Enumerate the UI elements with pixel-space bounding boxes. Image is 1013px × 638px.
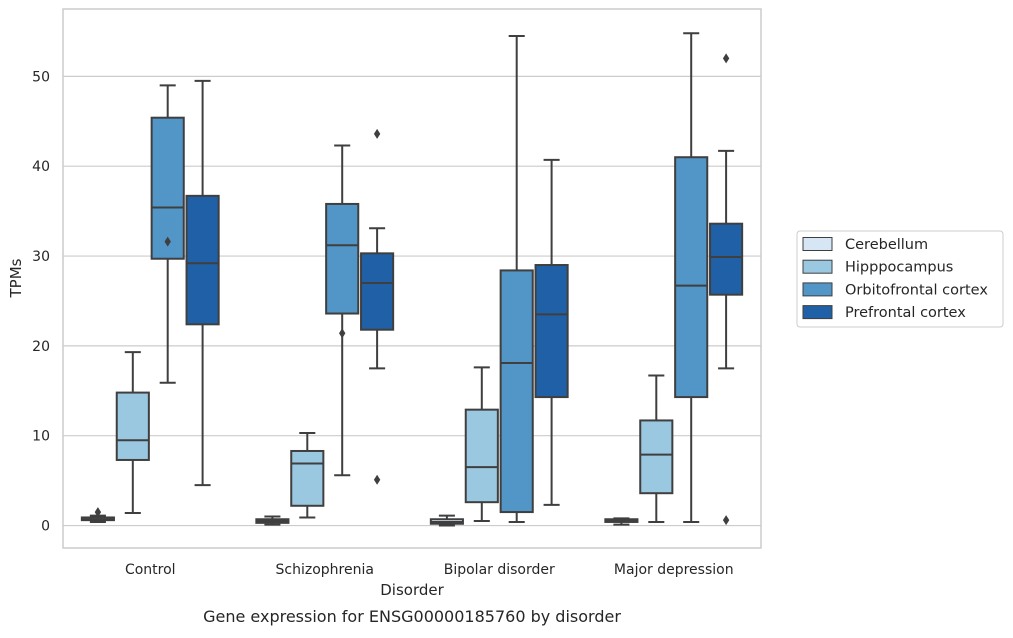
y-tick-label: 20 <box>32 339 50 355</box>
y-tick-label: 30 <box>32 249 50 265</box>
box <box>360 252 395 331</box>
y-axis-label: TPMs <box>7 258 25 298</box>
outlier-point <box>94 507 102 518</box>
x-tick-label: Schizophrenia <box>276 562 374 578</box>
box <box>674 156 709 399</box>
box-group <box>674 32 709 523</box>
box-group <box>709 53 744 526</box>
legend-label: Prefrontal cortex <box>845 305 966 321</box>
box-group <box>290 432 325 519</box>
box-group <box>604 517 639 526</box>
x-tick-label: Control <box>125 562 176 578</box>
legend-label: Hipppocampus <box>845 260 953 276</box>
y-tick-label: 10 <box>32 429 50 445</box>
legend-frame <box>796 230 1004 328</box>
y-tick-labels: 0 10 20 30 40 50 <box>32 69 50 534</box>
outlier-point <box>373 474 381 485</box>
box-plot-marks <box>80 32 744 527</box>
box-group <box>115 351 150 514</box>
box <box>534 264 569 399</box>
y-tick-label: 50 <box>32 69 50 85</box>
legend-swatch <box>802 282 833 297</box>
box-group <box>185 79 220 487</box>
box <box>185 194 220 326</box>
box-group <box>360 128 395 485</box>
legend: Cerebellum Hipppocampus Orbitofrontal cort… <box>796 230 1004 328</box>
box <box>290 449 325 507</box>
y-tick-label: 40 <box>32 159 50 175</box>
x-tick-label: Major depression <box>614 562 734 578</box>
outlier-point <box>722 53 730 64</box>
box-group <box>534 158 569 506</box>
legend-label: Orbitofrontal cortex <box>845 282 988 298</box>
box <box>325 202 360 315</box>
box <box>464 408 499 504</box>
outlier-point <box>373 128 381 139</box>
box-group <box>429 514 464 527</box>
plot-area-frame <box>62 8 762 549</box>
outlier-point <box>339 328 346 339</box>
box <box>639 419 674 495</box>
box-group <box>639 374 674 523</box>
legend-swatch <box>802 305 833 320</box>
box-group <box>150 84 185 384</box>
x-axis-label: Disorder <box>380 581 444 599</box>
outlier-point <box>164 236 171 247</box>
box <box>115 391 150 461</box>
box-group <box>255 515 290 526</box>
legend-swatch <box>802 259 833 274</box>
legend-label: Cerebellum <box>845 237 928 253</box>
box <box>150 116 185 260</box>
x-tick-labels: Control Schizophrenia Bipolar disorder Majo… <box>125 562 734 578</box>
box-group <box>499 34 534 523</box>
box-group <box>325 144 360 477</box>
box-group <box>80 507 115 523</box>
box-group <box>464 366 499 523</box>
outlier-point <box>722 515 730 526</box>
legend-swatch <box>802 237 833 251</box>
box <box>499 269 534 514</box>
y-tick-label: 0 <box>41 519 50 535</box>
x-tick-label: Bipolar disorder <box>444 562 555 578</box>
figure-caption: Gene expression for ENSG00000185760 by d… <box>203 607 621 626</box>
box <box>709 222 744 296</box>
